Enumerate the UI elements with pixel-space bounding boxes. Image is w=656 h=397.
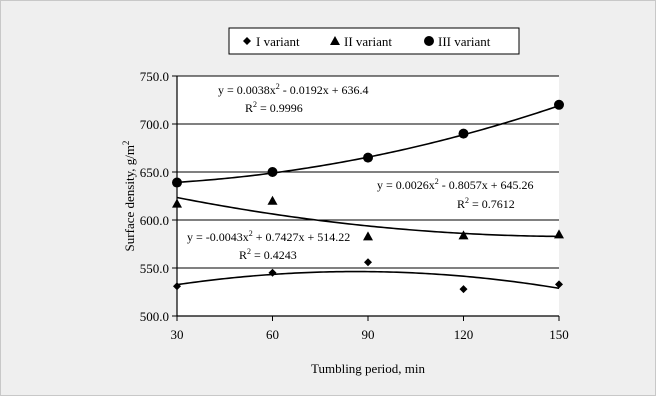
y-tick-label-4: 700.0: [140, 117, 169, 132]
r-squared-series-3: R2 = 0.9996: [245, 100, 303, 115]
data-point-s1-3: [364, 258, 372, 267]
x-tick-label-2: 90: [362, 327, 375, 342]
r-squared-series-1: R2 = 0.4243: [239, 247, 297, 262]
data-point-s3-5: [554, 99, 564, 110]
y-tick-label-5: 750.0: [140, 69, 169, 84]
x-axis-label: Tumbling period, min: [311, 361, 426, 376]
data-point-s2-3: [363, 231, 373, 241]
y-tick-label-0: 500.0: [140, 309, 169, 324]
legend-marker-1: [243, 37, 251, 45]
legend-label-2: II variant: [344, 34, 392, 49]
trend-equation-series-2: y = 0.0026x2 - 0.8057x + 645.26: [377, 177, 534, 192]
data-point-s2-2: [267, 195, 278, 205]
y-tick-label-2: 600.0: [140, 213, 169, 228]
legend: I variant II variant III variant: [228, 27, 520, 55]
x-tick-label-1: 60: [266, 327, 279, 342]
plot-area: [177, 76, 559, 316]
x-tick-label-4: 150: [549, 327, 569, 342]
trend-equation-series-3: y = 0.0038x2 - 0.0192x + 636.4: [218, 82, 369, 97]
legend-marker-2: [330, 36, 340, 45]
legend-label-1: I variant: [256, 34, 300, 49]
trend-equation-series-1: y = -0.0043x2 + 0.7427x + 514.22: [187, 229, 350, 244]
y-axis-label-superscript: 2: [121, 141, 131, 146]
y-axis-label: Surface density, g/m2: [121, 141, 137, 252]
y-tick-label-1: 550.0: [140, 261, 169, 276]
y-tick-label-3: 650.0: [140, 165, 169, 180]
r-squared-series-2: R2 = 0.7612: [457, 196, 515, 211]
data-point-s1-2: [268, 268, 277, 277]
data-point-s3-2: [267, 167, 278, 177]
data-point-s1-5: [555, 280, 563, 289]
x-tick-label-3: 120: [454, 327, 474, 342]
legend-marker-3: [424, 36, 434, 46]
trendline-series-1: [176, 270, 560, 290]
data-point-s3-3: [363, 152, 373, 163]
legend-box: [228, 27, 520, 55]
data-point-s3-4: [458, 128, 469, 139]
data-point-s2-5: [554, 229, 564, 239]
data-point-s2-4: [458, 230, 469, 240]
legend-label-3: III variant: [438, 34, 491, 49]
data-point-s1-4: [459, 285, 468, 294]
x-tick-label-0: 30: [171, 327, 184, 342]
trendline-series-2: [176, 196, 560, 238]
